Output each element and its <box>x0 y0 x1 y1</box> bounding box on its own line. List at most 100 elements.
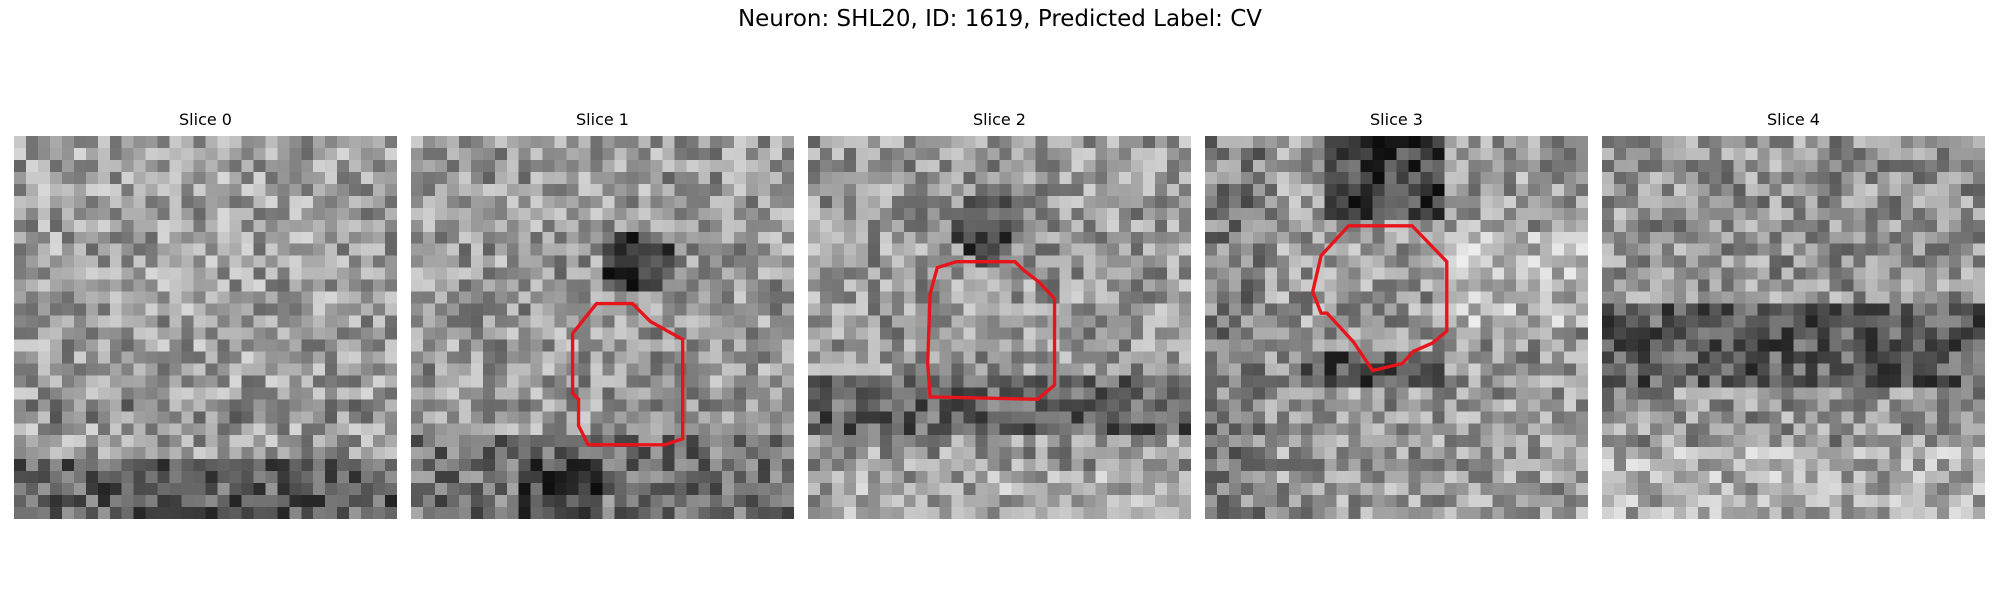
pixel <box>602 267 615 280</box>
pixel <box>1492 339 1505 352</box>
pixel <box>1925 231 1938 244</box>
pixel <box>638 243 651 256</box>
pixel <box>1709 327 1722 340</box>
pixel <box>1865 363 1878 376</box>
pixel <box>1179 483 1191 496</box>
pixel <box>1107 136 1120 149</box>
pixel <box>470 483 484 496</box>
pixel <box>975 363 988 376</box>
pixel <box>722 291 735 304</box>
pixel <box>494 207 507 221</box>
pixel <box>1685 423 1698 436</box>
pixel <box>289 339 302 352</box>
pixel <box>205 207 218 221</box>
pixel <box>951 375 964 388</box>
pixel <box>1480 231 1493 244</box>
pixel <box>1949 411 1962 424</box>
pixel <box>1167 495 1180 508</box>
pixel <box>1805 387 1818 400</box>
pixel <box>1384 447 1397 460</box>
pixel <box>1095 327 1108 340</box>
pixel <box>650 375 663 388</box>
pixel <box>879 471 893 484</box>
pixel <box>1528 483 1541 496</box>
pixel <box>831 423 845 436</box>
pixel <box>1540 507 1553 519</box>
pixel <box>1059 399 1072 412</box>
pixel <box>1829 411 1842 424</box>
pixel <box>1661 147 1675 161</box>
pixel <box>602 219 615 232</box>
pixel <box>602 399 615 412</box>
pixel <box>1949 255 1962 268</box>
pixel <box>1216 423 1230 436</box>
pixel <box>1516 363 1529 376</box>
pixel <box>1661 279 1675 292</box>
pixel <box>939 303 952 316</box>
pixel <box>217 136 230 149</box>
pixel <box>1925 315 1938 328</box>
pixel <box>337 195 350 209</box>
pixel <box>554 471 567 484</box>
pixel <box>385 291 397 304</box>
pixel <box>1143 183 1156 197</box>
pixel <box>686 399 699 412</box>
pixel <box>14 136 27 149</box>
pixel <box>506 243 519 256</box>
pixel <box>121 339 134 352</box>
pixel <box>325 423 338 436</box>
pixel <box>1613 183 1627 197</box>
pixel <box>1480 423 1493 436</box>
pixel <box>1456 495 1469 508</box>
pixel <box>1829 147 1842 161</box>
pixel <box>1865 255 1878 268</box>
pixel <box>385 147 397 161</box>
pixel <box>903 291 916 304</box>
pixel <box>518 435 531 448</box>
pixel <box>1252 159 1266 173</box>
pixel <box>746 231 759 244</box>
pixel <box>157 423 170 436</box>
pixel <box>1781 159 1794 173</box>
pixel <box>1468 183 1481 197</box>
pixel <box>253 195 266 209</box>
pixel <box>987 339 1000 352</box>
pixel <box>1877 387 1890 400</box>
pixel <box>1901 219 1914 232</box>
pixel <box>411 159 424 173</box>
pixel <box>819 159 833 173</box>
pixel <box>1167 219 1180 232</box>
pixel <box>1540 399 1553 412</box>
pixel <box>1769 327 1782 340</box>
pixel <box>1817 303 1830 316</box>
pixel <box>1336 327 1349 340</box>
pixel <box>1179 375 1191 388</box>
pixel <box>1504 423 1517 436</box>
pixel <box>542 255 555 268</box>
pixel <box>1095 411 1108 424</box>
pixel <box>14 483 27 496</box>
pixel <box>1300 147 1313 161</box>
pixel <box>506 207 519 221</box>
pixel <box>217 375 230 388</box>
pixel <box>1408 483 1421 496</box>
pixel <box>1179 183 1191 197</box>
pixel <box>915 183 928 197</box>
pixel <box>1817 243 1830 256</box>
pixel <box>1155 387 1168 400</box>
pixel <box>1240 399 1254 412</box>
pixel <box>1516 183 1529 197</box>
pixel <box>1348 387 1361 400</box>
pixel <box>301 435 314 448</box>
pixel <box>482 267 496 280</box>
pixel <box>710 423 723 436</box>
pixel <box>1300 231 1313 244</box>
pixel <box>1408 471 1421 484</box>
pixel <box>710 171 723 185</box>
pixel <box>927 423 940 436</box>
pixel <box>301 459 314 472</box>
pixel <box>1035 159 1048 173</box>
pixel <box>819 171 833 185</box>
pixel <box>782 195 794 209</box>
pixel <box>879 231 893 244</box>
